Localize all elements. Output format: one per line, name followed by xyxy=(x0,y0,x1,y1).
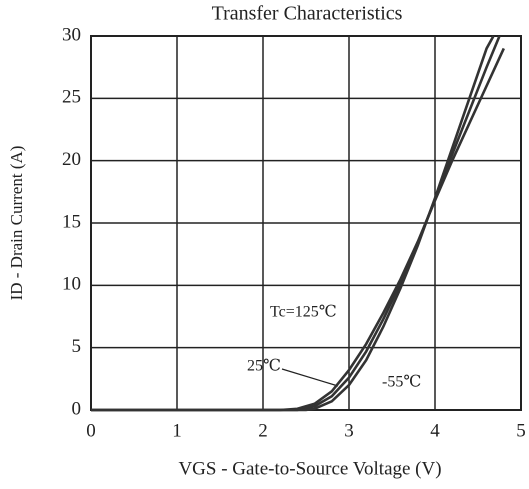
y-tick-label: 10 xyxy=(62,274,81,295)
curve xyxy=(91,35,495,412)
series-label: -55℃ xyxy=(382,374,421,391)
x-tick-label: 4 xyxy=(430,420,440,441)
x-tick-label: 0 xyxy=(86,420,96,441)
x-tick-label: 1 xyxy=(172,420,182,441)
leader-line xyxy=(281,368,339,387)
y-axis-label: ID - Drain Current (A) xyxy=(7,146,26,301)
x-tick-label: 2 xyxy=(258,420,268,441)
x-tick-label: 3 xyxy=(344,420,354,441)
series-label: Tc=125℃ xyxy=(270,304,337,321)
x-axis-label: VGS - Gate-to-Source Voltage (V) xyxy=(178,458,441,479)
y-tick-label: 15 xyxy=(62,211,81,232)
chart-title: Transfer Characteristics xyxy=(212,3,403,25)
series-label: 25℃ xyxy=(247,358,281,375)
y-tick-label: 0 xyxy=(72,398,82,419)
y-tick-label: 25 xyxy=(62,87,81,108)
x-tick-label: 5 xyxy=(516,420,526,441)
y-tick-label: 5 xyxy=(72,336,82,357)
y-tick-label: 30 xyxy=(62,24,81,45)
y-tick-label: 20 xyxy=(62,149,81,170)
